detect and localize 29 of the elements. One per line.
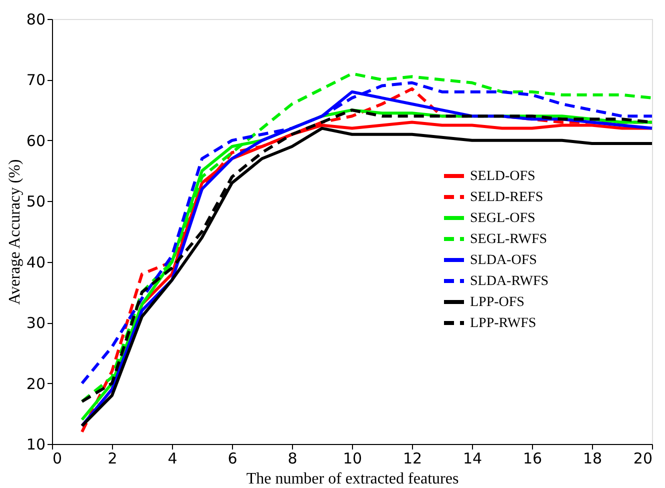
x-tick-label: 4 — [168, 450, 178, 468]
y-tick-label: 20 — [26, 374, 46, 393]
x-tick-label: 0 — [52, 450, 62, 468]
x-tick-label: 20 — [633, 450, 652, 468]
x-tick-label: 16 — [522, 450, 542, 468]
x-tick-label: 2 — [108, 450, 118, 468]
y-tick-label: 10 — [26, 436, 46, 454]
legend-label: SEGL-OFS — [470, 211, 536, 226]
legend-label: LPP-RWFS — [470, 316, 536, 331]
x-axis-title: The number of extracted features — [246, 470, 459, 488]
legend-label: SELD-OFS — [470, 169, 536, 184]
x-tick-label: 14 — [462, 450, 482, 468]
x-tick-label: 10 — [342, 450, 362, 468]
y-tick-label: 40 — [26, 253, 46, 272]
legend-label: SLDA-RWFS — [470, 274, 549, 289]
y-tick-label: 30 — [26, 314, 46, 332]
x-tick-label: 6 — [228, 450, 238, 468]
x-tick-label: 12 — [402, 450, 422, 468]
legend-label: SEGL-RWFS — [470, 232, 548, 247]
legend-label: SLDA-OFS — [470, 253, 537, 268]
y-tick-label: 80 — [26, 10, 46, 28]
legend-label: SELD-REFS — [470, 190, 544, 205]
y-axis-title: Average Accuracy (%) — [6, 159, 24, 305]
legend-label: LPP-OFS — [470, 295, 524, 310]
x-tick-label: 8 — [288, 450, 298, 468]
x-tick-label: 18 — [582, 450, 602, 468]
y-tick-label: 70 — [26, 71, 46, 90]
y-tick-label: 60 — [26, 132, 46, 150]
y-tick-label: 50 — [26, 192, 46, 211]
